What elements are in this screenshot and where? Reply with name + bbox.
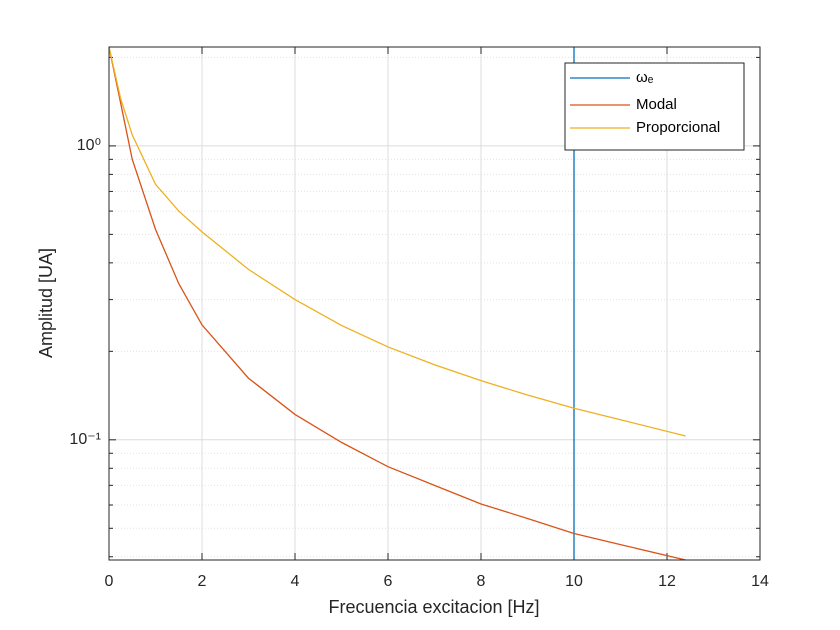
legend-label: Proporcional (636, 119, 720, 136)
y-axis-label: Amplitud [UA] (36, 248, 56, 358)
x-tick-label: 4 (291, 573, 300, 590)
x-tick-label: 10 (565, 573, 583, 590)
legend-label: ωₑ (636, 69, 654, 86)
series-line (109, 47, 686, 437)
x-tick-label: 6 (384, 573, 393, 590)
x-tick-label: 8 (477, 573, 486, 590)
legend-label: Modal (636, 96, 677, 113)
x-tick-label: 0 (105, 573, 114, 590)
x-axis-label: Frecuencia excitacion [Hz] (328, 597, 539, 617)
series-line (109, 47, 686, 560)
y-tick-label: 10⁻¹ (69, 431, 101, 448)
legend: ωₑ Modal Proporcional (564, 62, 745, 151)
x-tick-label: 2 (198, 573, 207, 590)
x-tick-label: 14 (751, 573, 769, 590)
x-tick-label: 12 (658, 573, 676, 590)
y-tick-label: 10⁰ (77, 137, 101, 154)
axes-box (108, 46, 761, 561)
